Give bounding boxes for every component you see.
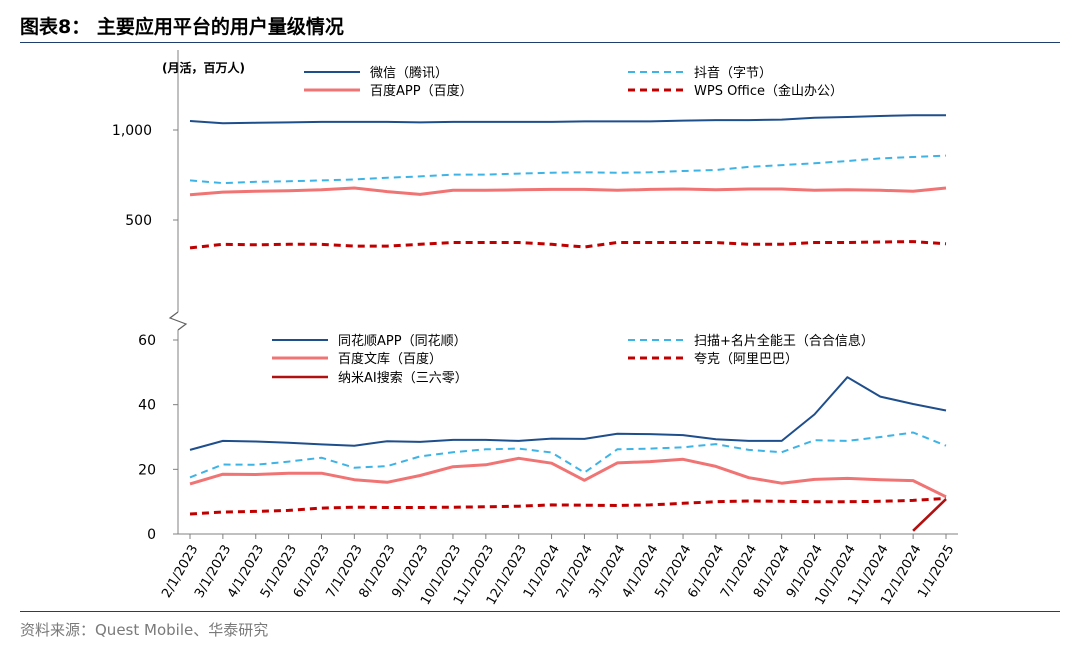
- bottom-series-line-1: [189, 431, 947, 479]
- bottom-series-line-4: [912, 498, 947, 532]
- bottom-series-line-3: [189, 496, 947, 516]
- bottom-series-line-2: [189, 456, 947, 499]
- source-note: 资料来源：Quest Mobile、华泰研究: [20, 621, 269, 639]
- top-series-line-1: [189, 154, 947, 185]
- top-legend-label-1: 抖音（字节）: [694, 65, 772, 81]
- top-series-line-0: [189, 114, 946, 125]
- top-legend-label-2: 百度APP（百度）: [370, 83, 473, 99]
- y-tick-label-top: 500: [125, 213, 152, 229]
- bottom-legend-label-4: 纳米AI搜索（三六零）: [338, 371, 468, 386]
- y-tick-label-top: 1,000: [112, 123, 152, 139]
- bottom-legend-label-2: 百度文库（百度）: [338, 351, 442, 367]
- top-series-line-3: [189, 240, 947, 250]
- bottom-legend-label-1: 扫描+名片全能王（合合信息）: [694, 333, 874, 349]
- bottom-rule: [20, 611, 1060, 612]
- bottom-legend-label-3: 夸克（阿里巴巴）: [694, 352, 798, 367]
- y-tick-label-bottom: 0: [147, 527, 156, 543]
- top-rule: [20, 42, 1060, 43]
- bottom-series-line-0: [189, 376, 947, 451]
- top-series-line-2: [189, 186, 947, 197]
- top-legend-label-3: WPS Office（金山办公）: [694, 83, 843, 99]
- y-tick-label-bottom: 40: [138, 398, 156, 414]
- figure-title: 图表8： 主要应用平台的用户量级情况: [20, 16, 344, 38]
- y-tick-label-bottom: 60: [138, 333, 156, 349]
- bottom-legend-label-0: 同花顺APP（同花顺）: [338, 333, 467, 349]
- y-tick-label-bottom: 20: [138, 462, 156, 478]
- top-legend-label-0: 微信（腾讯）: [370, 65, 448, 81]
- unit-label: (月活，百万人): [162, 60, 245, 75]
- axis-break-icon: [168, 311, 188, 331]
